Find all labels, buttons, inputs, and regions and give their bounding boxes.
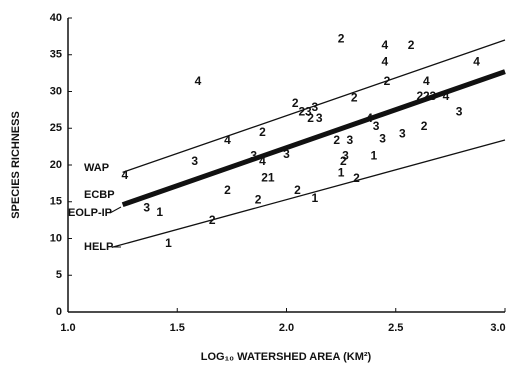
x-tick-label: 1.5: [170, 322, 185, 334]
point: 2: [261, 170, 268, 184]
point: 3: [191, 154, 198, 168]
y-tick-label: 0: [56, 306, 62, 318]
point: 1: [156, 205, 163, 219]
point: 1: [338, 165, 345, 179]
y-tick-label: 5: [56, 269, 62, 281]
x-tick-label: 2.5: [388, 322, 403, 334]
point: 2: [209, 213, 216, 227]
point: 2: [338, 31, 345, 45]
line-label: HELP: [84, 241, 113, 253]
leader: [109, 206, 122, 214]
point: 2: [423, 89, 430, 103]
y-tick-label: 35: [50, 49, 62, 61]
point: 1: [165, 236, 172, 250]
point: 3: [347, 133, 354, 147]
point: 4: [195, 74, 202, 88]
point: 4: [259, 154, 266, 168]
point: 2: [416, 89, 423, 103]
line-label: EOLP-IP: [68, 207, 112, 219]
point: 2: [224, 183, 231, 197]
x-tick-label: 2.0: [279, 322, 294, 334]
y-tick-label: 20: [50, 159, 62, 171]
y-tick-label: 25: [50, 122, 62, 134]
point: 1: [312, 191, 319, 205]
point: 2: [384, 74, 391, 88]
point: 3: [283, 147, 290, 161]
point: 4: [381, 54, 388, 68]
point: 2: [259, 125, 266, 139]
point: 4: [423, 74, 430, 88]
x-axis-label: LOG₁₀ WATERSHED AREA (KM²): [201, 351, 372, 363]
point: 4: [443, 89, 450, 103]
point: 4: [224, 133, 231, 147]
point: 3: [456, 104, 463, 118]
point: 2: [292, 96, 299, 110]
point: 2: [408, 38, 415, 52]
x-tick-label: 3.0: [490, 322, 505, 334]
point: 3: [430, 89, 437, 103]
point: 2: [353, 171, 360, 185]
point: 3: [305, 104, 312, 118]
point: 3: [399, 126, 406, 140]
fit-line: [122, 39, 506, 173]
point: 2: [351, 90, 358, 104]
point: 2: [255, 192, 262, 206]
point: 3: [379, 131, 386, 145]
line-label: ECBP: [84, 189, 115, 201]
y-tick-label: 15: [50, 196, 62, 208]
x-tick-label: 1.0: [60, 322, 75, 334]
point: 3: [316, 111, 323, 125]
point: 3: [373, 119, 380, 133]
fit-line: [111, 139, 506, 248]
point: 2: [307, 111, 314, 125]
point: 2: [294, 183, 301, 197]
point: 4: [121, 168, 128, 182]
point: 3: [342, 148, 349, 162]
y-axis-label: SPECIES RICHNESS: [10, 111, 22, 219]
point: 1: [268, 170, 275, 184]
point: 2: [298, 104, 305, 118]
y-tick-label: 40: [50, 12, 62, 24]
point: 4: [366, 111, 373, 125]
fit-line: [121, 69, 506, 208]
point: 3: [312, 100, 319, 114]
point: 3: [143, 201, 150, 215]
point: 4: [381, 38, 388, 52]
point: 4: [473, 54, 480, 68]
y-tick-label: 30: [50, 85, 62, 97]
point: 1: [371, 148, 378, 162]
point: 2: [333, 133, 340, 147]
point: 2: [340, 154, 347, 168]
point: 2: [421, 119, 428, 133]
point: 3: [250, 148, 257, 162]
line-label: WAP: [84, 162, 109, 174]
y-tick-label: 10: [50, 232, 62, 244]
